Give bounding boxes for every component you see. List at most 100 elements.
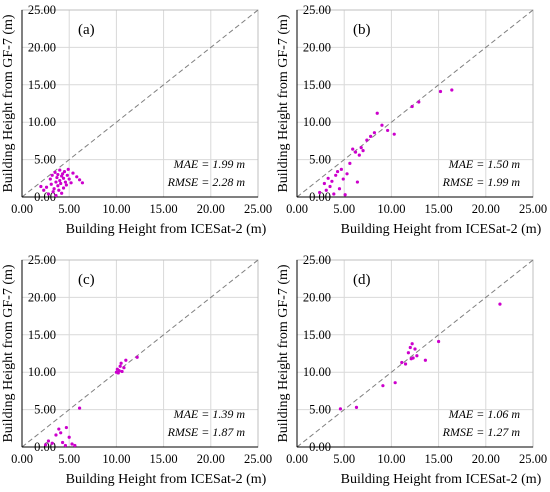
data-point [52,187,56,191]
rmse-annotation: RMSE = 1.87 m [167,425,246,439]
panel-label: (b) [353,22,371,38]
data-point [59,431,63,435]
y-tick-label: 15.00 [303,78,331,92]
data-point [361,149,365,153]
x-tick-label: 25.00 [519,202,547,216]
data-point [393,381,397,385]
y-axis-title: Building Height from GF-7 (m) [276,264,291,442]
data-point [77,178,82,182]
data-point [372,131,377,135]
data-point [365,138,369,142]
x-tick-label: 10.00 [102,452,130,466]
x-axis-title: Building Height from ICESat-2 (m) [66,222,267,237]
data-point [343,193,347,197]
data-point [64,425,68,430]
data-point [42,188,46,192]
data-point [413,347,417,351]
y-axis-title: Building Height from GF-7 (m) [276,14,291,192]
data-point [39,184,43,189]
y-tick-label: 20.00 [28,40,56,54]
data-point [341,177,345,181]
data-point [80,181,85,185]
x-axis-title: Building Height from ICESat-2 (m) [341,472,542,487]
data-point [337,187,342,191]
x-tick-label: 10.00 [377,452,405,466]
data-point [338,407,343,411]
one-to-one-reference-line [21,9,259,198]
data-point [339,167,343,171]
x-tick-label: 5.00 [333,452,355,466]
data-point [63,180,68,184]
data-point [59,181,63,186]
data-point [71,171,75,175]
one-to-one-reference-line [296,9,534,198]
data-point [135,355,139,359]
x-tick-label: 20.00 [472,452,500,466]
data-point [322,181,326,186]
y-tick-label: 5.00 [34,403,56,417]
y-axis-title: Building Height from GF-7 (m) [1,264,16,442]
x-tick-label: 20.00 [197,452,225,466]
data-point [54,433,58,437]
data-point [380,123,384,127]
data-point [410,342,414,346]
data-point [335,169,340,174]
y-tick-label: 20.00 [303,290,331,304]
rmse-annotation: RMSE = 1.99 m [442,175,521,189]
one-to-one-reference-line [21,259,259,448]
y-tick-label: 20.00 [28,290,56,304]
data-point [54,193,58,198]
data-point [351,147,355,151]
data-point [50,441,54,445]
data-point [423,358,427,362]
scatter-panel: 0.00 5.00 10.00 15.00 20.00 25.000.005.0010.0… [1,3,272,237]
mae-annotation: MAE = 1.39 m [173,407,246,421]
data-point [122,366,126,370]
y-tick-label: 25.00 [303,3,331,17]
rmse-annotation: RMSE = 2.28 m [167,175,246,189]
data-point [354,405,359,409]
data-point [66,167,70,171]
y-tick-label: 15.00 [28,328,56,342]
y-tick-label: 10.00 [303,115,331,129]
rmse-annotation: RMSE = 1.27 m [442,425,521,439]
x-axis-title: Building Height from ICESat-2 (m) [341,222,542,237]
data-point [318,190,322,195]
x-tick-label: 10.00 [377,202,405,216]
data-point [53,170,57,174]
data-point [369,134,373,139]
x-tick-label: 10.00 [102,202,130,216]
data-point [67,435,71,439]
y-tick-label: 5.00 [309,153,331,167]
panel-label: (c) [78,272,95,288]
data-point [119,361,123,365]
y-tick-label: 20.00 [303,40,331,54]
x-tick-label: 0.00 [286,202,308,216]
data-point [77,406,82,410]
x-tick-label: 15.00 [425,452,453,466]
panel-label: (a) [78,22,95,38]
mae-annotation: MAE = 1.50 m [448,157,521,171]
data-point [355,180,360,184]
x-tick-label: 25.00 [519,452,547,466]
data-point [60,440,65,445]
x-axis-title: Building Height from ICESat-2 (m) [66,472,267,487]
y-tick-label: 10.00 [28,115,56,129]
x-tick-label: 5.00 [333,202,355,216]
data-point [359,146,363,150]
y-tick-label: 0.00 [34,190,56,204]
mae-annotation: MAE = 1.99 m [173,157,246,171]
x-tick-label: 15.00 [425,202,453,216]
data-point [353,150,358,154]
data-point [438,89,443,94]
data-point [410,104,414,109]
y-tick-label: 25.00 [28,3,56,17]
data-point [65,173,69,177]
y-tick-label: 25.00 [28,253,56,267]
data-point [392,132,396,136]
data-point [57,427,61,431]
data-point [324,188,328,192]
y-tick-label: 5.00 [34,153,56,167]
data-point [415,354,419,358]
